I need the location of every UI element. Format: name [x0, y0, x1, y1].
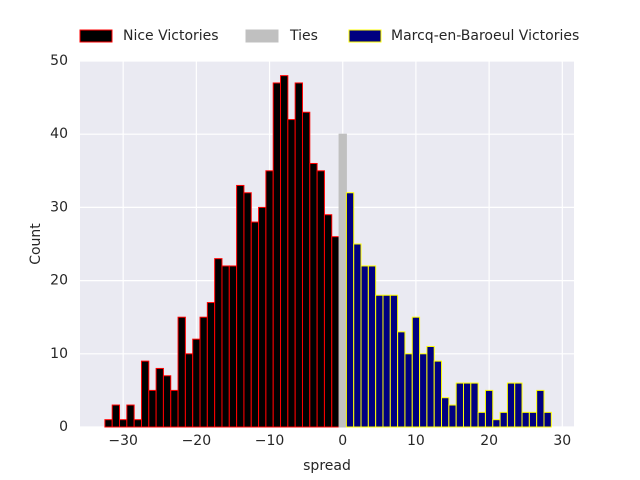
bar — [543, 411, 552, 428]
x-axis-label: spread — [303, 458, 351, 474]
y-tick-label: 40 — [50, 126, 68, 142]
bar — [389, 294, 399, 428]
bar — [184, 353, 194, 428]
y-tick-label: 10 — [50, 346, 68, 362]
bar — [528, 411, 538, 428]
bar — [353, 243, 362, 428]
bar — [280, 75, 289, 428]
y-tick-label: 0 — [59, 419, 68, 435]
bar — [162, 375, 172, 428]
bar — [301, 111, 311, 428]
bar — [133, 419, 142, 428]
bar — [119, 419, 128, 428]
y-axis-label: Count — [28, 223, 44, 265]
bar — [477, 411, 486, 428]
bar — [338, 133, 347, 428]
bar — [419, 353, 428, 428]
bar — [316, 170, 325, 428]
legend-key — [348, 29, 382, 43]
bar — [250, 221, 260, 428]
bar — [294, 82, 303, 428]
legend-label: Ties — [289, 28, 318, 44]
x-tick-label: −30 — [108, 433, 138, 449]
bar — [375, 294, 384, 428]
legend-key — [245, 29, 279, 43]
legend-label: Nice Victories — [123, 28, 219, 44]
bar — [199, 316, 208, 428]
bar — [155, 367, 164, 428]
bar — [514, 382, 523, 428]
bar — [404, 353, 413, 428]
bar — [484, 389, 494, 428]
bar — [448, 404, 457, 428]
bar — [192, 338, 201, 428]
x-tick-label: −20 — [182, 433, 212, 449]
bar — [397, 331, 406, 428]
x-tick-label: 20 — [480, 433, 498, 449]
bar — [214, 258, 223, 428]
legend-label: Marcq-en-Baroeul Victories — [391, 28, 579, 44]
bar — [455, 382, 464, 428]
bar — [221, 265, 230, 428]
x-tick-label: 0 — [338, 433, 347, 449]
bar — [382, 294, 391, 428]
bar — [345, 192, 355, 428]
bar — [243, 192, 252, 428]
y-tick-label: 50 — [50, 53, 68, 69]
bar — [287, 119, 296, 428]
bar — [272, 82, 282, 428]
bar — [499, 411, 508, 428]
bar — [433, 360, 443, 428]
y-tick-label: 30 — [50, 199, 68, 215]
bar — [140, 360, 150, 428]
x-tick-label: −10 — [255, 433, 285, 449]
y-tick-label: 20 — [50, 273, 68, 289]
x-tick-label: 10 — [407, 433, 425, 449]
bar — [470, 382, 479, 428]
bar — [360, 265, 369, 428]
x-tick-label: 30 — [553, 433, 571, 449]
legend-key — [79, 29, 113, 43]
bar — [462, 382, 472, 428]
bar — [309, 162, 318, 428]
bar — [170, 389, 179, 428]
bar — [126, 404, 135, 428]
bar — [536, 389, 545, 428]
bar — [323, 214, 333, 428]
bar — [148, 389, 157, 428]
bar — [111, 404, 121, 428]
bar — [258, 206, 267, 428]
bar — [441, 397, 450, 428]
bar — [411, 316, 421, 428]
bar — [228, 265, 238, 428]
bar — [426, 345, 435, 428]
bar — [206, 302, 216, 428]
bar — [367, 265, 377, 428]
bar — [177, 316, 186, 428]
bar — [521, 411, 530, 428]
bar — [265, 170, 274, 428]
bar — [492, 419, 501, 428]
bar — [506, 382, 516, 428]
bar — [236, 184, 245, 428]
bar — [104, 419, 113, 428]
bar — [331, 236, 340, 428]
